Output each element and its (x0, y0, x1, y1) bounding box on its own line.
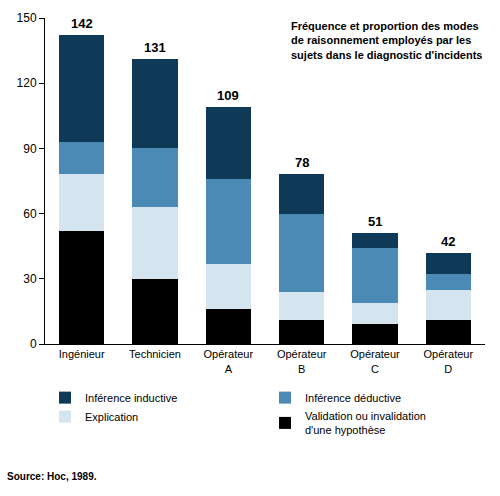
svg-text:42: 42 (441, 234, 455, 249)
svg-text:0: 0 (30, 337, 37, 351)
svg-text:131: 131 (144, 40, 166, 55)
svg-text:78: 78 (295, 155, 309, 170)
svg-text:30: 30 (23, 272, 37, 286)
svg-text:Fréquence et proportion des mo: Fréquence et proportion des modesde rais… (291, 20, 483, 61)
svg-text:OpérateurA: OpérateurA (204, 348, 254, 374)
svg-text:51: 51 (368, 214, 382, 229)
svg-text:Source: Hoc, 1989.: Source: Hoc, 1989. (7, 471, 97, 482)
svg-text:Ingénieur: Ingénieur (59, 348, 105, 360)
svg-text:Explication: Explication (85, 411, 138, 423)
svg-text:109: 109 (217, 88, 239, 103)
svg-text:Technicien: Technicien (129, 348, 181, 360)
svg-text:150: 150 (17, 11, 37, 25)
svg-text:OpérateurC: OpérateurC (350, 348, 400, 374)
svg-text:90: 90 (23, 142, 37, 156)
svg-text:120: 120 (17, 76, 37, 90)
svg-text:OpérateurB: OpérateurB (277, 348, 327, 374)
svg-text:Validation ou invalidationd'un: Validation ou invalidationd'une hypothès… (305, 410, 426, 436)
svg-text:OpérateurD: OpérateurD (424, 348, 474, 374)
svg-text:Inférence inductive: Inférence inductive (85, 392, 177, 404)
svg-text:142: 142 (71, 16, 93, 31)
svg-text:60: 60 (23, 207, 37, 221)
svg-text:Inférence déductive: Inférence déductive (305, 392, 401, 404)
